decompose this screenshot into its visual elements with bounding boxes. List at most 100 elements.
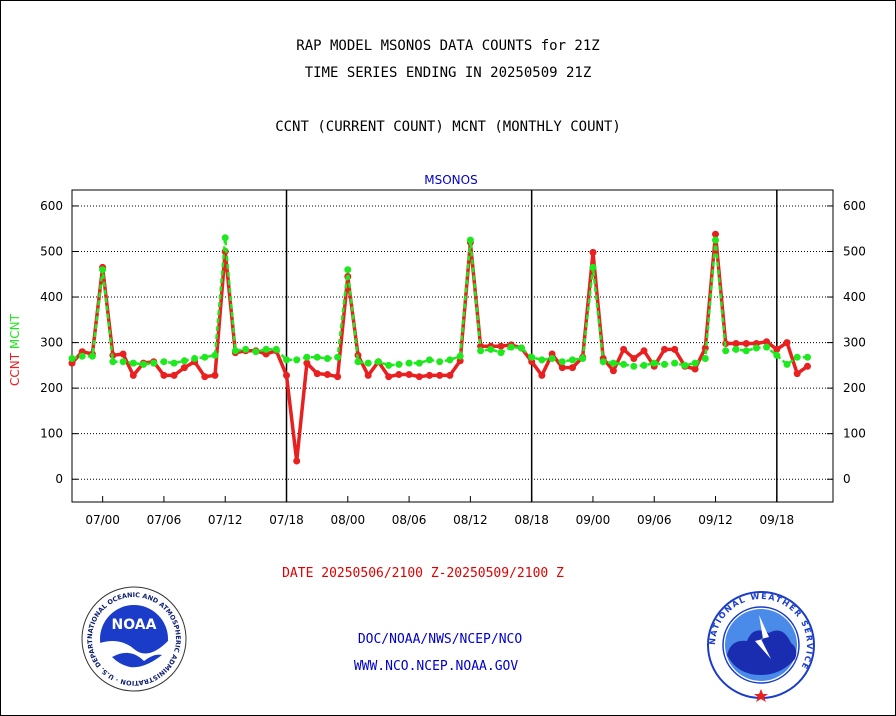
y-tick-label-left: 100 xyxy=(40,427,63,441)
y-axis-ticks: 0 0 100 100 200 200 300 300 400 400 500 500 600 600 xyxy=(40,199,866,486)
x-tick-label: 09/06 xyxy=(637,513,672,527)
data-point-mcnt xyxy=(763,343,771,351)
data-point-mcnt xyxy=(671,359,679,367)
data-point-ccnt xyxy=(763,338,771,346)
data-point-ccnt xyxy=(742,340,750,347)
data-point-mcnt xyxy=(88,352,96,360)
y-axis-label-ccnt: CCNT xyxy=(8,352,22,386)
data-point-ccnt xyxy=(558,364,566,372)
data-point-mcnt xyxy=(477,347,485,355)
data-point-mcnt xyxy=(712,236,719,244)
data-point-mcnt xyxy=(323,355,331,362)
noaa-wordmark: NOAA xyxy=(112,617,157,633)
data-point-ccnt xyxy=(793,370,801,378)
data-point-ccnt xyxy=(170,371,178,379)
data-point-mcnt xyxy=(517,344,525,352)
org-path-text: DOC/NOAA/NWS/NCEP/NCO xyxy=(357,632,523,647)
data-point-mcnt xyxy=(68,355,76,362)
data-point-mcnt xyxy=(752,344,760,352)
data-point-mcnt xyxy=(313,353,321,361)
plot-title: MSONOS xyxy=(424,173,477,187)
data-point-ccnt xyxy=(589,248,597,256)
data-point-ccnt xyxy=(323,371,331,378)
data-point-mcnt xyxy=(691,359,699,367)
data-point-mcnt xyxy=(579,355,587,362)
data-point-mcnt xyxy=(456,352,464,360)
data-point-ccnt xyxy=(569,364,576,372)
data-point-mcnt xyxy=(773,351,781,359)
y-tick-label-left: 300 xyxy=(40,336,63,350)
data-point-mcnt xyxy=(446,356,454,364)
data-point-mcnt xyxy=(283,356,290,364)
data-point-mcnt xyxy=(160,358,168,366)
data-point-mcnt xyxy=(599,358,607,366)
data-point-mcnt xyxy=(180,357,188,365)
y-tick-label-left: 500 xyxy=(40,244,63,258)
data-point-ccnt xyxy=(773,345,781,353)
data-point-mcnt xyxy=(426,356,433,364)
data-point-ccnt xyxy=(712,230,719,238)
x-tick-label: 08/18 xyxy=(514,513,549,527)
y-tick-label-left: 400 xyxy=(40,290,63,304)
data-point-mcnt xyxy=(354,358,362,366)
data-point-ccnt xyxy=(426,371,433,379)
y-tick-label-right: 500 xyxy=(843,244,866,258)
data-point-ccnt xyxy=(691,365,699,373)
data-point-ccnt xyxy=(303,359,311,367)
data-point-mcnt xyxy=(262,345,270,353)
data-point-ccnt xyxy=(119,350,127,358)
data-point-ccnt xyxy=(446,371,454,379)
data-point-ccnt xyxy=(395,371,403,378)
data-point-ccnt xyxy=(405,371,413,378)
data-point-mcnt xyxy=(129,359,137,367)
data-point-ccnt xyxy=(364,371,372,379)
data-point-mcnt xyxy=(242,345,250,353)
data-point-ccnt xyxy=(129,371,137,379)
data-point-mcnt xyxy=(589,263,597,271)
grid-lines xyxy=(72,205,833,480)
data-point-ccnt xyxy=(180,364,188,372)
data-point-mcnt xyxy=(191,355,199,362)
data-point-mcnt xyxy=(538,356,546,364)
x-tick-label: 09/00 xyxy=(576,513,611,527)
data-point-ccnt xyxy=(201,373,209,381)
data-point-ccnt xyxy=(334,373,342,381)
x-tick-label: 09/12 xyxy=(698,513,733,527)
data-point-mcnt xyxy=(558,358,566,366)
data-point-ccnt xyxy=(211,371,219,379)
data-point-mcnt xyxy=(385,361,393,369)
data-point-mcnt xyxy=(109,358,117,366)
data-point-ccnt xyxy=(630,355,638,362)
data-point-ccnt xyxy=(436,371,444,379)
data-point-ccnt xyxy=(538,371,546,379)
data-point-ccnt xyxy=(160,371,168,379)
x-tick-label: 08/06 xyxy=(392,513,427,527)
data-point-mcnt xyxy=(783,360,791,368)
y-axis-label: CCNT MCNT xyxy=(8,313,22,386)
date-range-label: DATE 20250506/2100 Z-20250509/2100 Z xyxy=(282,566,564,581)
data-series xyxy=(68,230,811,465)
data-point-mcnt xyxy=(344,266,352,274)
data-point-mcnt xyxy=(466,236,474,244)
data-point-ccnt xyxy=(640,347,648,355)
data-point-mcnt xyxy=(334,353,342,361)
data-point-mcnt xyxy=(272,345,280,353)
data-point-ccnt xyxy=(804,362,811,370)
x-tick-label: 09/18 xyxy=(760,513,795,527)
data-point-ccnt xyxy=(783,339,791,347)
data-point-ccnt xyxy=(661,345,668,353)
data-point-mcnt xyxy=(395,360,403,368)
data-point-mcnt xyxy=(293,356,301,364)
data-point-mcnt xyxy=(150,359,158,367)
data-point-mcnt xyxy=(732,345,740,353)
data-point-ccnt xyxy=(283,371,290,379)
nws-logo: NATIONAL WEATHER SERVICE xyxy=(707,591,815,702)
data-point-mcnt xyxy=(374,358,382,366)
data-point-mcnt xyxy=(140,360,147,368)
y-tick-label-right: 0 xyxy=(843,472,851,486)
y-axis-label-mcnt: MCNT xyxy=(8,313,22,353)
x-tick-label: 07/12 xyxy=(208,513,243,527)
data-point-mcnt xyxy=(609,359,617,367)
data-point-mcnt xyxy=(640,361,648,369)
